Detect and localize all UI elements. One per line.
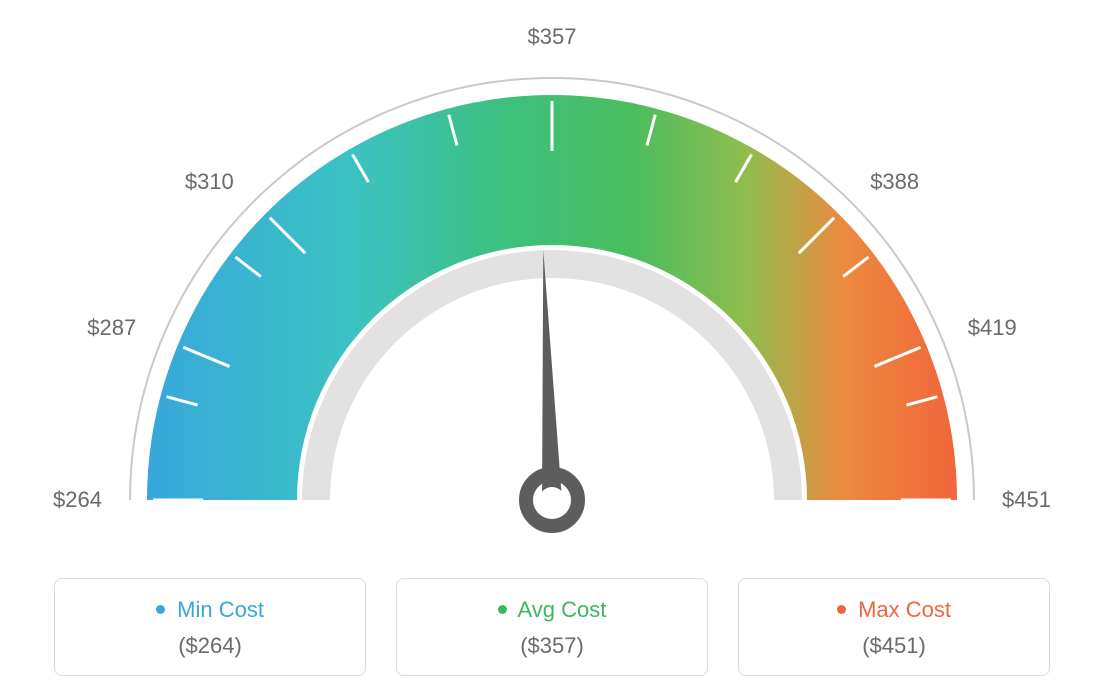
legend-label-max: Max Cost (858, 597, 951, 622)
legend-card-min: Min Cost ($264) (54, 578, 366, 676)
gauge-tick-label: $451 (1002, 487, 1051, 513)
legend-dot-avg (498, 605, 507, 614)
legend-value-max: ($451) (749, 633, 1039, 659)
gauge-svg (0, 0, 1104, 560)
gauge-chart: $264 $287 $310 $357 $388 $419 $451 (0, 0, 1104, 560)
legend-row: Min Cost ($264) Avg Cost ($357) Max Cost… (0, 578, 1104, 676)
gauge-tick-label: $419 (968, 315, 1017, 341)
legend-card-max: Max Cost ($451) (738, 578, 1050, 676)
gauge-tick-label: $388 (870, 169, 919, 195)
gauge-tick-label: $357 (528, 24, 577, 50)
legend-dot-max (837, 605, 846, 614)
legend-value-avg: ($357) (407, 633, 697, 659)
legend-title-max: Max Cost (749, 597, 1039, 623)
gauge-tick-label: $287 (87, 315, 136, 341)
legend-title-min: Min Cost (65, 597, 355, 623)
legend-dot-min (156, 605, 165, 614)
legend-title-avg: Avg Cost (407, 597, 697, 623)
legend-label-min: Min Cost (177, 597, 264, 622)
legend-value-min: ($264) (65, 633, 355, 659)
gauge-tick-label: $310 (185, 169, 234, 195)
gauge-tick-label: $264 (53, 487, 102, 513)
legend-label-avg: Avg Cost (518, 597, 607, 622)
legend-card-avg: Avg Cost ($357) (396, 578, 708, 676)
